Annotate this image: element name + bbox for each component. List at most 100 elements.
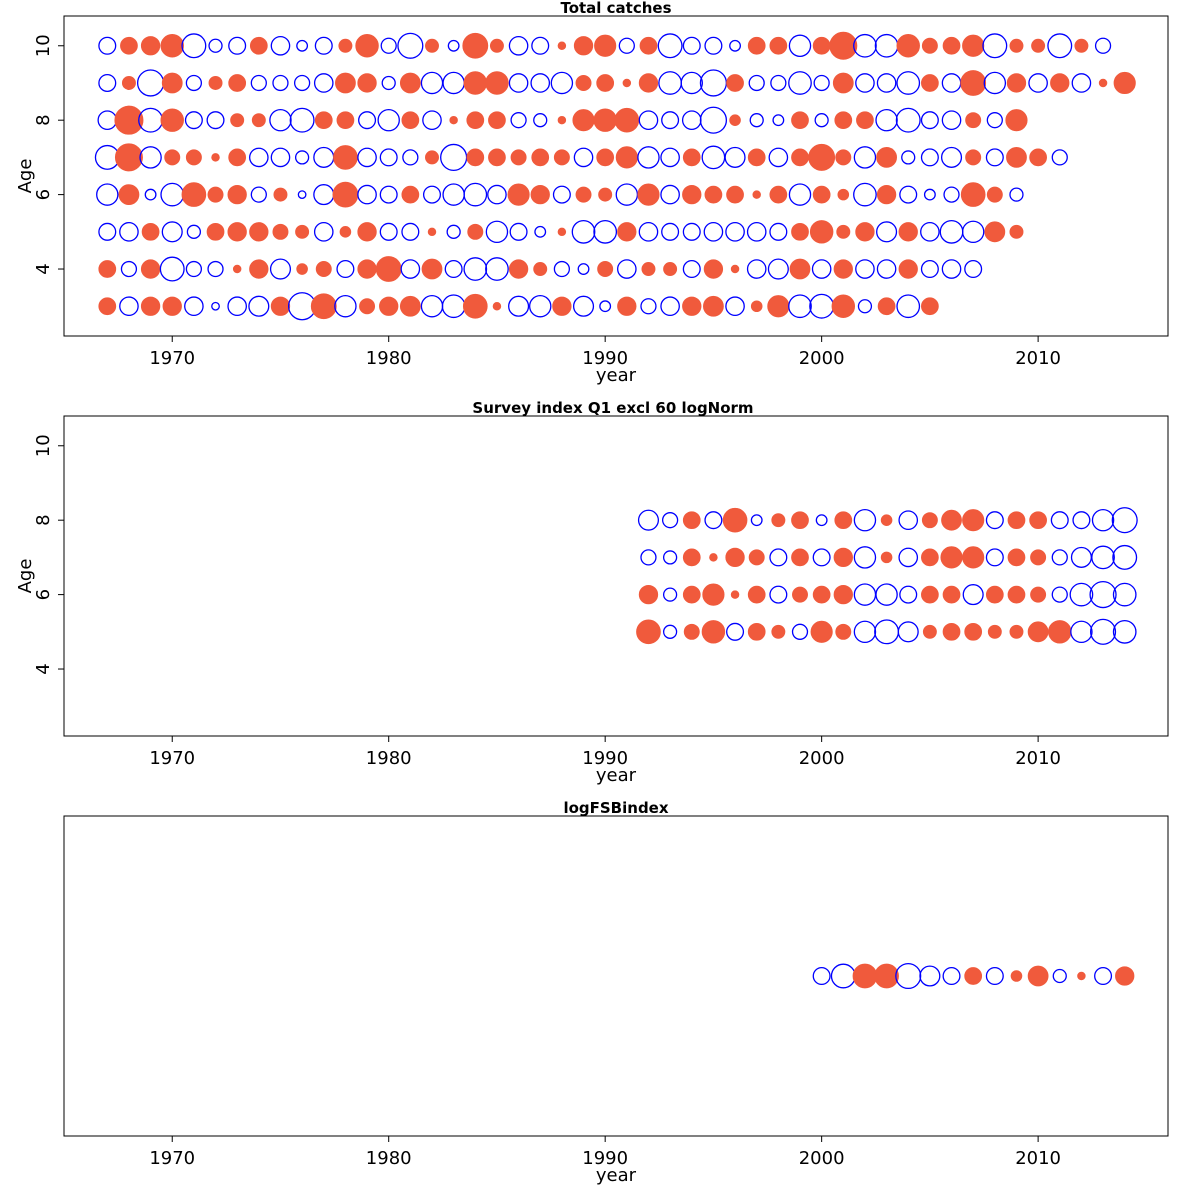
positive-residual-bubble [834, 511, 853, 530]
positive-residual-bubble [965, 149, 982, 166]
positive-residual-bubble [270, 296, 291, 316]
positive-residual-bubble [488, 148, 506, 167]
x-tick-label: 1970 [149, 748, 195, 769]
positive-residual-bubble [877, 297, 896, 316]
negative-residual-bubble [662, 550, 678, 565]
positive-residual-bubble [747, 148, 766, 167]
negative-residual-bubble [897, 621, 919, 643]
negative-residual-bubble [334, 294, 357, 318]
positive-residual-bubble [791, 511, 809, 530]
positive-residual-bubble [164, 149, 181, 166]
y-tick-label: 10 [33, 34, 54, 57]
negative-residual-bubble [704, 36, 723, 55]
positive-residual-bubble [1074, 38, 1089, 53]
negative-residual-bubble [1089, 580, 1117, 609]
negative-residual-bubble [815, 514, 828, 527]
positive-residual-bubble [726, 74, 744, 92]
positive-residual-bubble [227, 184, 247, 205]
positive-residual-bubble [1029, 148, 1047, 167]
negative-residual-bubble [962, 584, 984, 606]
positive-residual-bubble [791, 548, 809, 567]
negative-residual-bubble [186, 224, 202, 239]
negative-residual-bubble [788, 183, 812, 206]
positive-residual-bubble [682, 585, 701, 604]
positive-residual-bubble [575, 74, 592, 91]
negative-residual-bubble [248, 295, 270, 317]
negative-residual-bubble [357, 147, 377, 168]
bubble-layer [94, 31, 1136, 321]
negative-residual-bubble [294, 150, 310, 165]
positive-residual-bubble [273, 187, 288, 202]
negative-residual-bubble [661, 111, 680, 130]
positive-residual-bubble [296, 263, 308, 275]
positive-residual-bubble [162, 296, 182, 316]
positive-residual-bubble [921, 74, 939, 92]
positive-residual-bubble [701, 620, 726, 644]
positive-residual-bubble [1048, 620, 1072, 644]
negative-residual-bubble [896, 294, 921, 319]
negative-residual-bubble [661, 222, 680, 241]
chart-title: Total catches [560, 0, 671, 17]
negative-residual-bubble [637, 146, 660, 169]
negative-residual-bubble [249, 147, 269, 168]
positive-residual-bubble [140, 296, 161, 316]
negative-residual-bubble [660, 147, 680, 168]
positive-residual-bubble [463, 71, 488, 95]
positive-residual-bubble [160, 34, 184, 58]
negative-residual-bubble [207, 260, 224, 278]
negative-residual-bubble [1047, 33, 1073, 59]
negative-residual-bubble [1070, 620, 1093, 644]
negative-residual-bubble [1051, 549, 1068, 566]
negative-residual-bubble [896, 71, 921, 95]
positive-residual-bubble [315, 261, 332, 278]
negative-residual-bubble [270, 35, 291, 56]
negative-residual-bubble [185, 74, 203, 92]
positive-residual-bubble [399, 72, 421, 94]
positive-residual-bubble [510, 149, 527, 166]
negative-residual-bubble [640, 549, 657, 566]
negative-residual-bubble [1009, 187, 1024, 202]
positive-residual-bubble [833, 547, 853, 568]
negative-residual-bubble [788, 71, 812, 95]
negative-residual-bubble [986, 112, 1003, 129]
negative-residual-bubble [941, 259, 962, 279]
y-tick-label: 4 [33, 663, 54, 674]
positive-residual-bubble [747, 585, 766, 604]
positive-residual-bubble [1031, 38, 1046, 53]
panel-survey-index: Survey index Q1 excl 60 logNorm year Age… [15, 399, 1169, 786]
y-tick-label: 8 [33, 114, 54, 125]
positive-residual-bubble [791, 222, 809, 241]
negative-residual-bubble [269, 258, 292, 280]
negative-residual-bubble [313, 73, 334, 93]
positive-residual-bubble [752, 190, 761, 199]
negative-residual-bubble [98, 222, 117, 241]
negative-residual-bubble [272, 74, 289, 92]
positive-residual-bubble [722, 507, 748, 533]
positive-residual-bubble [617, 296, 637, 316]
positive-residual-bubble [617, 222, 637, 242]
positive-residual-bubble [833, 259, 853, 279]
negative-residual-bubble [487, 184, 507, 205]
positive-residual-bubble [181, 182, 207, 207]
negative-residual-bubble [1094, 966, 1113, 986]
positive-residual-bubble [812, 36, 831, 55]
positive-residual-bubble [965, 112, 982, 129]
negative-residual-bubble [379, 148, 398, 167]
positive-residual-bubble [488, 111, 506, 130]
positive-residual-bubble [852, 963, 878, 989]
negative-residual-bubble [530, 73, 551, 93]
negative-residual-bubble [920, 221, 940, 242]
negative-residual-bubble [379, 222, 398, 241]
negative-residual-bubble [336, 260, 355, 279]
negative-residual-bubble [181, 33, 207, 59]
negative-residual-bubble [485, 220, 509, 244]
negative-residual-bubble [899, 585, 918, 604]
negative-residual-bubble [724, 146, 746, 168]
negative-residual-bubble [898, 510, 919, 531]
negative-residual-bubble [660, 184, 680, 205]
negative-residual-bubble [699, 69, 728, 97]
positive-residual-bubble [530, 184, 550, 205]
positive-residual-bubble [614, 107, 640, 133]
positive-residual-bubble [880, 514, 893, 526]
positive-residual-bubble [704, 185, 723, 204]
